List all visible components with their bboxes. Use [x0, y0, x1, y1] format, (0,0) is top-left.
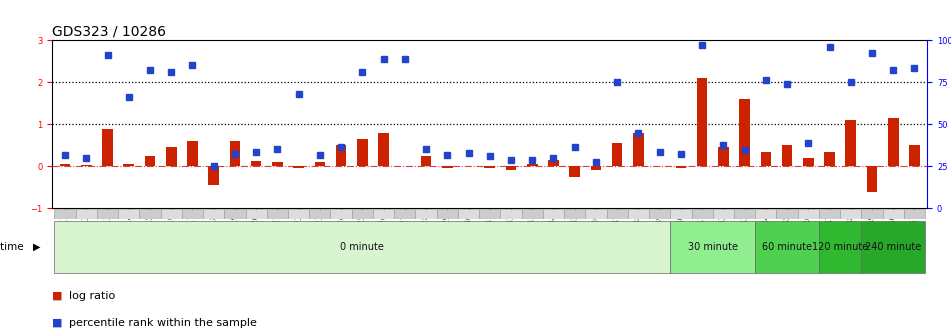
Bar [500, 209, 521, 219]
Bar [782, 145, 792, 166]
Bar [315, 162, 325, 166]
Bar [484, 166, 495, 168]
Bar [187, 141, 198, 166]
Bar [543, 209, 564, 219]
Bar [161, 209, 182, 219]
Bar [755, 209, 776, 219]
Bar [755, 221, 819, 273]
Bar [437, 209, 458, 219]
Bar [798, 209, 819, 219]
Text: time: time [0, 242, 27, 252]
Bar [670, 221, 755, 273]
Bar [564, 209, 585, 219]
Text: percentile rank within the sample: percentile rank within the sample [69, 318, 258, 328]
Bar [357, 139, 368, 166]
Text: 0 minute: 0 minute [340, 242, 384, 252]
Bar [124, 164, 134, 166]
Bar [734, 209, 755, 219]
Bar [825, 152, 835, 166]
Bar [140, 209, 161, 219]
Bar [60, 164, 70, 166]
Bar [288, 209, 309, 219]
Bar [267, 209, 288, 219]
Bar [903, 209, 925, 219]
Bar [633, 133, 644, 166]
Bar [697, 78, 708, 166]
Bar [54, 221, 670, 273]
Bar [458, 209, 479, 219]
Bar [165, 148, 177, 166]
Bar [54, 209, 76, 219]
Bar [840, 209, 862, 219]
Bar [819, 209, 840, 219]
Bar [145, 156, 155, 166]
Bar [204, 209, 224, 219]
Bar [118, 209, 140, 219]
Text: log ratio: log ratio [69, 291, 116, 301]
Bar [527, 164, 537, 166]
Bar [352, 209, 373, 219]
Bar [888, 118, 899, 166]
Bar [224, 209, 245, 219]
Bar [819, 221, 862, 273]
Bar [862, 221, 925, 273]
Bar [506, 166, 516, 170]
Bar [739, 99, 750, 166]
Bar [570, 166, 580, 177]
Bar [229, 141, 241, 166]
Bar [76, 209, 97, 219]
Bar [97, 209, 118, 219]
Bar [208, 166, 219, 185]
Bar [803, 158, 814, 166]
Bar [691, 209, 712, 219]
Bar [102, 128, 113, 166]
Bar [845, 120, 856, 166]
Bar [909, 145, 920, 166]
Bar [628, 209, 649, 219]
Text: 30 minute: 30 minute [688, 242, 738, 252]
Bar [272, 162, 282, 166]
Text: ■: ■ [52, 291, 63, 301]
Bar [776, 209, 798, 219]
Bar [245, 209, 267, 219]
Bar [761, 152, 771, 166]
Bar [591, 166, 601, 170]
Bar [649, 209, 670, 219]
Bar [548, 160, 559, 166]
Bar [521, 209, 543, 219]
Bar [862, 209, 883, 219]
Bar [331, 209, 352, 219]
Bar [883, 209, 903, 219]
Bar [479, 209, 500, 219]
Bar [293, 166, 304, 168]
Text: 120 minute: 120 minute [812, 242, 868, 252]
Bar [442, 166, 453, 168]
Text: ▶: ▶ [33, 242, 41, 252]
Text: 240 minute: 240 minute [865, 242, 922, 252]
Bar [416, 209, 437, 219]
Bar [395, 209, 416, 219]
Bar [670, 209, 691, 219]
Bar [718, 148, 728, 166]
Bar [420, 156, 432, 166]
Text: 60 minute: 60 minute [762, 242, 812, 252]
Bar [378, 133, 389, 166]
Bar [373, 209, 395, 219]
Bar [336, 145, 346, 166]
Text: ■: ■ [52, 318, 63, 328]
Bar [182, 209, 204, 219]
Text: GDS323 / 10286: GDS323 / 10286 [52, 25, 166, 39]
Bar [866, 166, 878, 192]
Bar [675, 166, 687, 168]
Bar [585, 209, 607, 219]
Bar [309, 209, 331, 219]
Bar [607, 209, 628, 219]
Bar [251, 161, 262, 166]
Bar [712, 209, 734, 219]
Bar [611, 143, 623, 166]
